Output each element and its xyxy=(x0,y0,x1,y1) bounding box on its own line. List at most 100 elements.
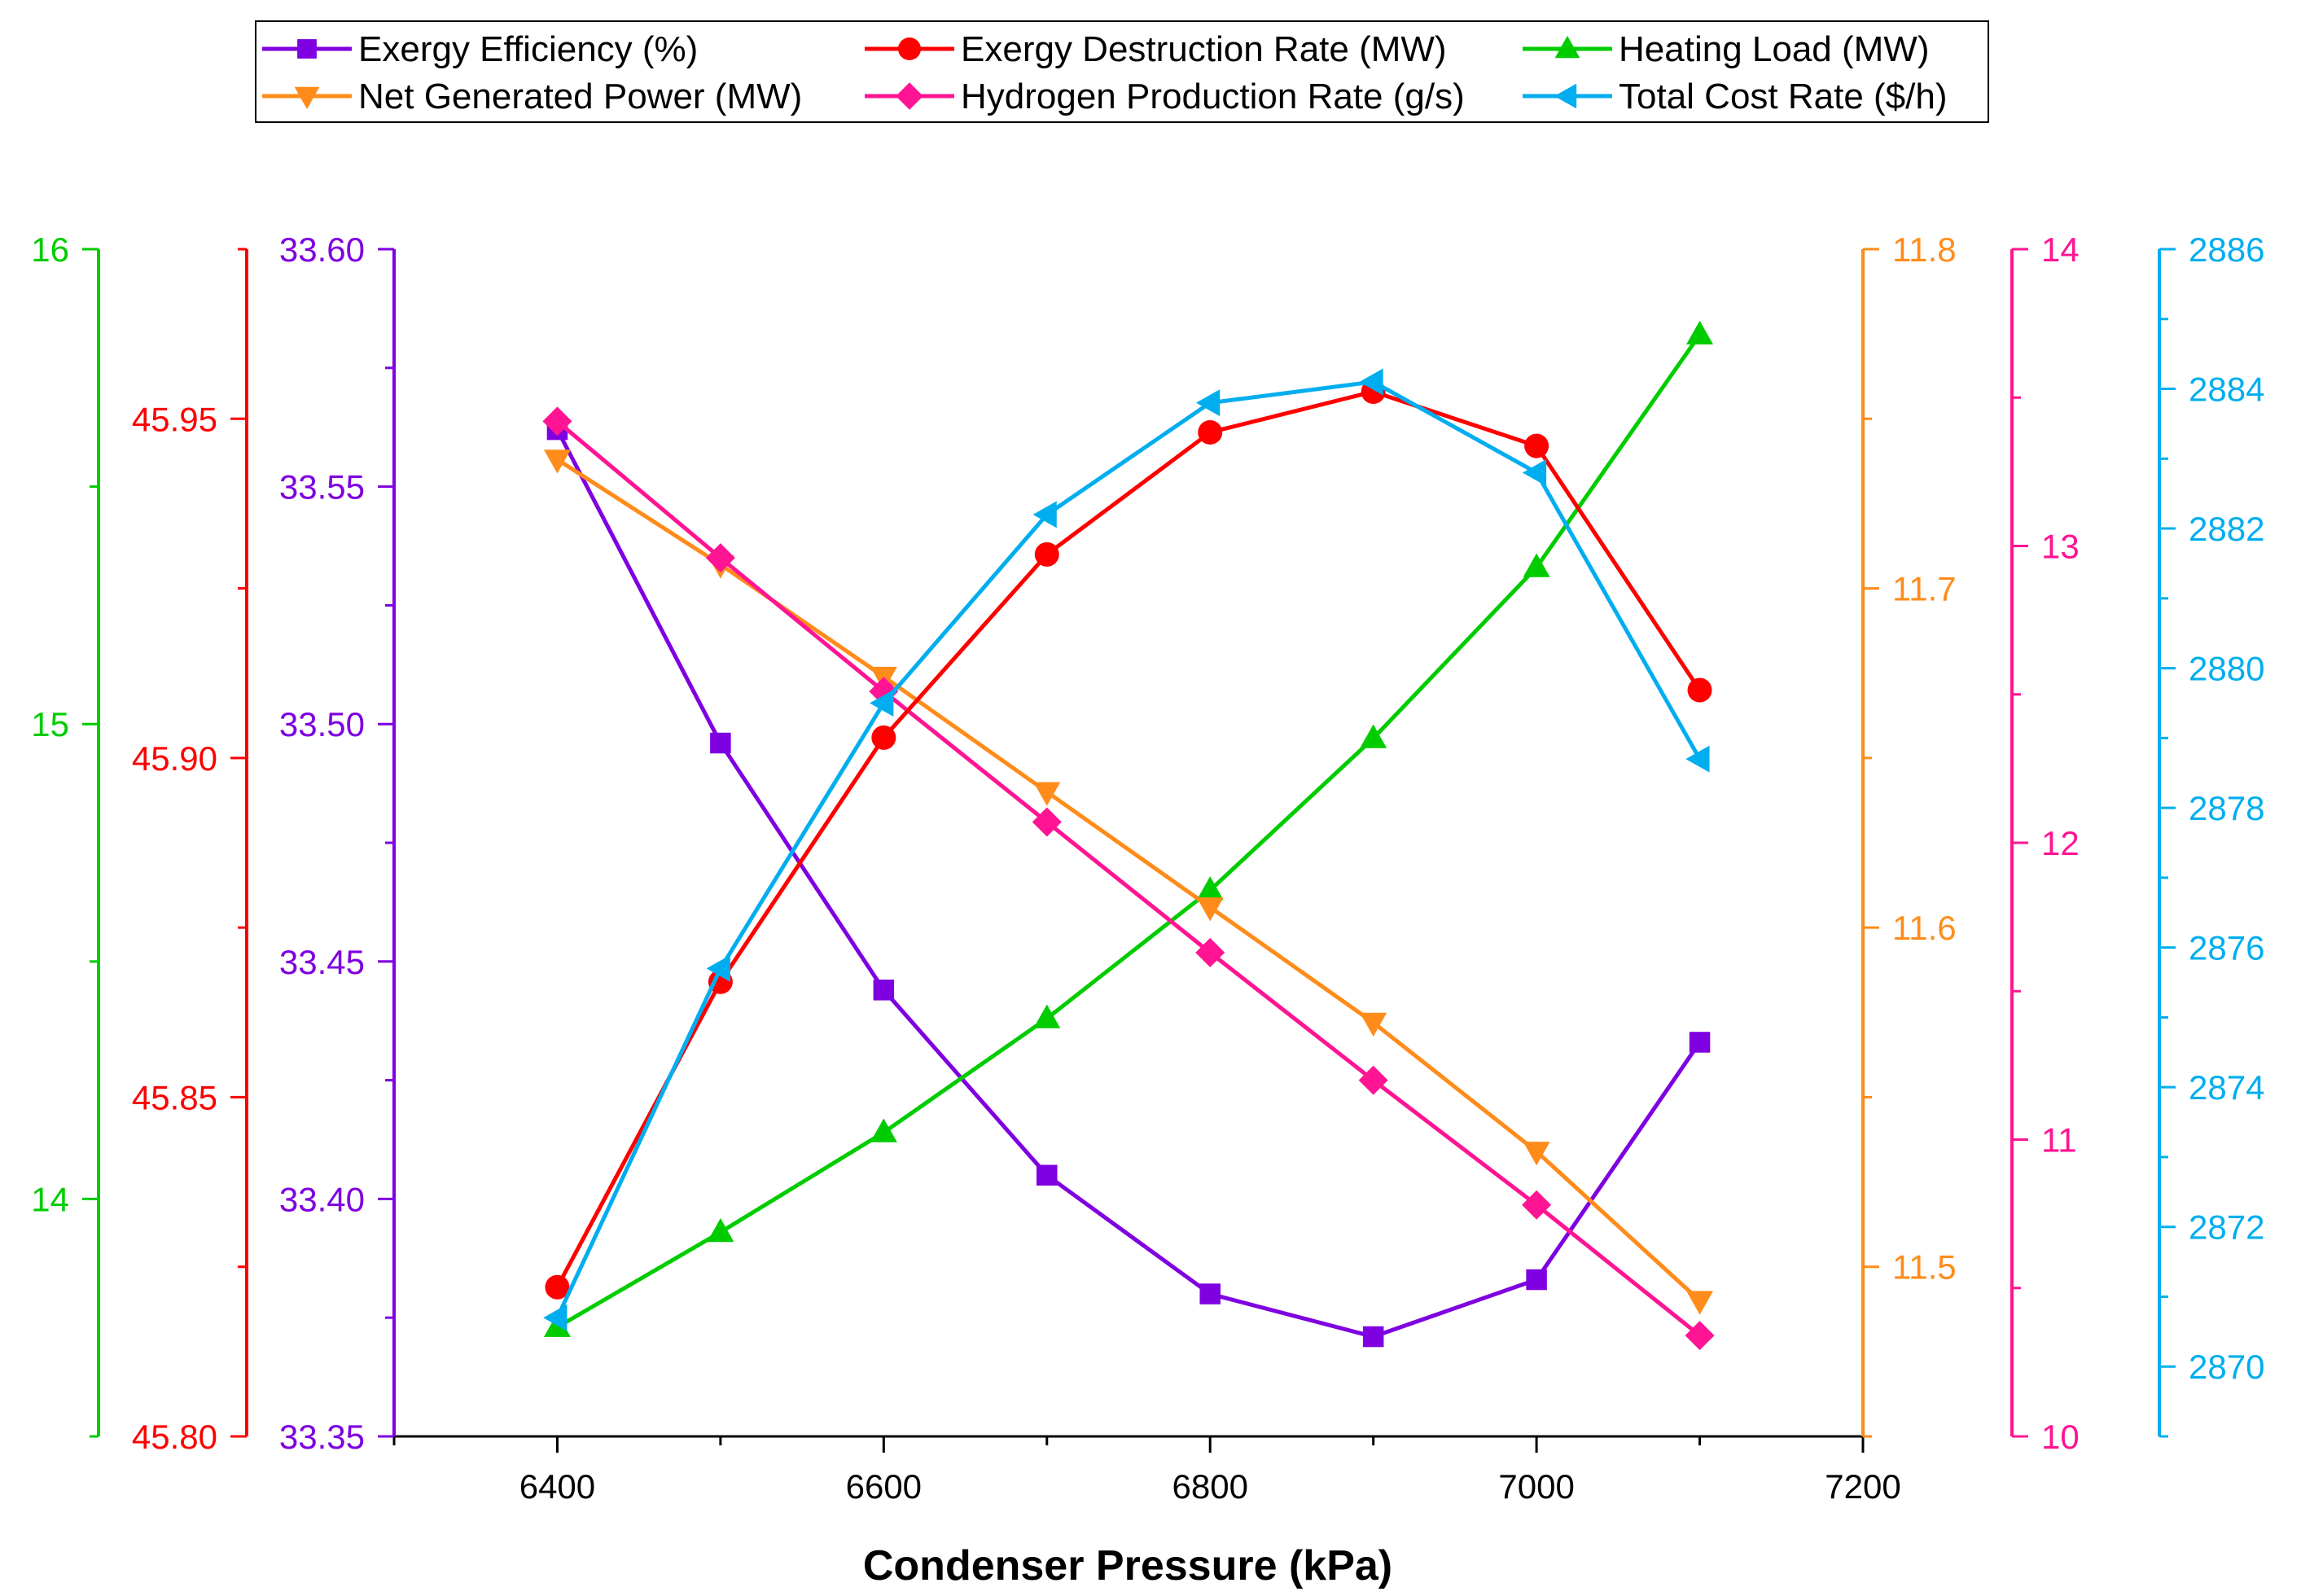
data-point xyxy=(1523,1142,1550,1166)
data-point xyxy=(1686,320,1714,344)
data-point xyxy=(870,689,894,717)
y-tick-label: 2872 xyxy=(2189,1208,2264,1247)
y-tick-label: 2880 xyxy=(2189,650,2264,688)
data-point xyxy=(1032,501,1057,528)
data-point xyxy=(871,725,896,750)
y-tick-label: 45.90 xyxy=(132,739,217,778)
y-axis-hydrogen: 10 11 12 13 14 xyxy=(2010,230,2080,1456)
y-tick-label: 45.85 xyxy=(132,1078,217,1116)
data-point xyxy=(870,1118,897,1142)
y-tick-label: 2886 xyxy=(2189,230,2264,269)
data-point xyxy=(1522,1190,1552,1220)
legend-marker xyxy=(294,86,320,110)
legend-label: Total Cost Rate ($/h) xyxy=(1619,77,1948,116)
data-point xyxy=(1523,553,1550,577)
y-axis-exergy_eff: 33.35 33.40 33.45 33.50 33.55 33.60 xyxy=(279,230,396,1456)
series-exergy_eff xyxy=(546,419,1711,1348)
series-layer xyxy=(542,320,1715,1351)
y-tick-label: 16 xyxy=(31,230,69,269)
data-point xyxy=(1360,1012,1387,1037)
y-tick-label: 33.50 xyxy=(279,705,365,743)
series-cost xyxy=(543,368,1710,1331)
series-line xyxy=(555,379,1702,1319)
data-point xyxy=(1685,1321,1715,1351)
data-point xyxy=(707,1217,734,1243)
legend-box xyxy=(255,20,1989,123)
series-net_power xyxy=(543,449,1714,1315)
legend-marker xyxy=(297,39,317,59)
data-point xyxy=(542,406,572,436)
y-tick-label: 14 xyxy=(2041,230,2080,269)
data-point xyxy=(1033,1004,1061,1028)
y-tick-label: 33.45 xyxy=(279,943,365,981)
y-tick-label: 11 xyxy=(2041,1121,2077,1160)
series-line xyxy=(555,419,1702,1338)
series-line xyxy=(555,428,1702,1340)
data-point xyxy=(1686,1291,1714,1315)
y-tick-label: 33.40 xyxy=(279,1180,365,1218)
y-tick-label: 2876 xyxy=(2189,929,2264,967)
x-tick-label: 7000 xyxy=(1498,1467,1574,1506)
data-point xyxy=(1522,458,1547,486)
y-tick-label: 33.35 xyxy=(279,1418,365,1456)
y-axis-exergy_dest: 45.80 45.85 45.90 45.95 xyxy=(132,248,248,1456)
data-point xyxy=(1195,937,1225,967)
y-tick-label: 11.8 xyxy=(1892,230,1957,269)
x-tick-label: 6600 xyxy=(846,1467,922,1506)
data-point xyxy=(1685,745,1710,773)
y-tick-label: 2874 xyxy=(2189,1068,2264,1107)
legend-item-hydrogen: Hydrogen Production Rate (g/s) xyxy=(865,77,1465,116)
legend-item-cost: Total Cost Rate ($/h) xyxy=(1523,77,1948,116)
data-point xyxy=(710,732,731,754)
data-point xyxy=(1196,897,1224,922)
y-tick-label: 45.95 xyxy=(132,400,217,438)
data-point xyxy=(543,449,571,474)
legend-label: Heating Load (MW) xyxy=(1619,29,1929,69)
data-point xyxy=(1360,724,1387,748)
y-tick-label: 2878 xyxy=(2189,789,2264,827)
data-point xyxy=(1037,1164,1058,1186)
legend-item-exergy_eff: Exergy Efficiency (%) xyxy=(262,29,698,69)
legend-marker xyxy=(1554,83,1577,109)
data-point xyxy=(1687,677,1712,703)
data-point xyxy=(1199,1283,1221,1304)
legend-marker xyxy=(898,37,921,60)
legend-label: Exergy Efficiency (%) xyxy=(358,29,698,69)
y-tick-label: 2884 xyxy=(2189,370,2264,409)
x-tick-label: 7200 xyxy=(1825,1467,1900,1506)
y-tick-label: 15 xyxy=(31,705,69,743)
series-line xyxy=(556,333,1702,1330)
series-hydrogen xyxy=(542,406,1715,1351)
legend-item-net_power: Net Generated Power (MW) xyxy=(262,77,802,116)
legend-marker xyxy=(1554,35,1580,59)
y-tick-label: 11.6 xyxy=(1892,909,1957,947)
data-point xyxy=(1195,389,1221,417)
y-tick-label: 45.80 xyxy=(132,1418,217,1456)
legend-label: Net Generated Power (MW) xyxy=(358,77,802,116)
series-exergy_dest xyxy=(545,379,1712,1300)
series-line xyxy=(556,458,1702,1303)
y-tick-label: 12 xyxy=(2041,824,2080,862)
legend-item-heating: Heating Load (MW) xyxy=(1523,29,1929,69)
x-tick-label: 6800 xyxy=(1172,1467,1248,1506)
data-point xyxy=(1362,1326,1384,1348)
y-axis-cost: 2870 2872 2874 2876 2878 2880 2882 2884 2886 xyxy=(2158,230,2264,1438)
data-point xyxy=(1526,1269,1547,1291)
legend: Exergy Efficiency (%) Exergy Destruction … xyxy=(255,20,1989,123)
data-point xyxy=(1034,542,1059,567)
data-point xyxy=(706,954,730,982)
series-line xyxy=(555,389,1702,1288)
y-tick-label: 14 xyxy=(31,1180,69,1218)
data-point xyxy=(1033,782,1061,806)
y-tick-label: 11.5 xyxy=(1892,1248,1957,1287)
axes: 6400 6600 6800 7000 7200 14 15 16 45.80 45.85 45.9… xyxy=(31,230,2264,1506)
y-tick-label: 33.55 xyxy=(279,468,365,506)
legend-marker xyxy=(896,82,923,110)
y-tick-label: 13 xyxy=(2041,528,2080,566)
data-point xyxy=(873,980,895,1001)
data-point xyxy=(1196,876,1224,901)
y-axis-net_power: 11.5 11.6 11.7 11.8 xyxy=(1861,230,1957,1438)
y-tick-label: 2870 xyxy=(2189,1348,2264,1386)
